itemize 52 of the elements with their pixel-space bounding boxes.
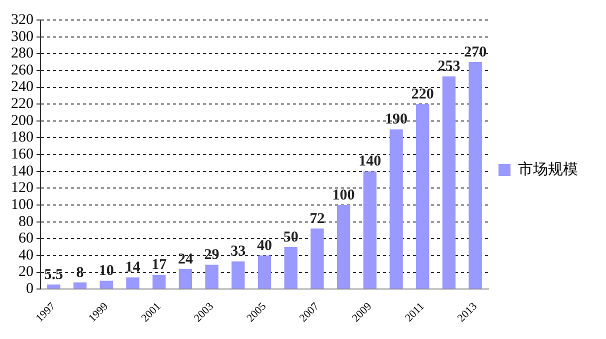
bar [152,274,166,289]
bar [416,104,430,289]
y-tick-label: 80 [18,214,34,230]
data-label: 40 [257,238,272,254]
y-tick-label: 300 [11,28,34,45]
bar [468,62,482,289]
y-tick-label: 240 [11,79,34,96]
bar [100,280,113,289]
bar [310,228,324,289]
y-tick-label: 20 [18,264,34,280]
data-label: 220 [411,86,434,102]
data-label: 140 [358,154,382,170]
y-tick-label: 220 [11,96,34,112]
data-label: 10 [98,263,114,280]
y-tick-label: 60 [18,230,34,247]
data-label: 253 [438,58,460,75]
bar [284,247,298,289]
bar [73,282,87,289]
y-tick-label: 0 [26,281,34,298]
data-label: 270 [464,44,487,60]
y-tick-label: 280 [11,46,34,62]
data-label: 100 [332,187,355,204]
y-tick-label: 100 [11,196,34,213]
y-tick-label: 260 [11,62,34,78]
bar [336,205,350,289]
bar [47,284,60,289]
data-label: 29 [204,247,220,264]
data-label: 17 [152,257,168,274]
bar [205,264,218,289]
y-tick-label: 200 [11,112,34,129]
bar [390,129,403,289]
bar [442,76,456,289]
legend-label: 市场规模 [518,160,578,178]
y-tick-label: 40 [18,247,34,264]
data-label: 24 [178,251,194,268]
data-label: 33 [230,244,246,260]
y-tick-label: 140 [11,163,34,180]
y-tick-label: 320 [11,12,34,28]
data-label: 190 [385,112,408,128]
bar [178,268,192,289]
y-tick-label: 180 [11,130,34,146]
y-tick-label: 160 [11,146,34,162]
data-label: 5.5 [44,266,64,283]
bar [232,261,245,289]
y-tick-label: 120 [11,180,34,196]
data-label: 14 [125,260,141,276]
bar [258,255,272,289]
data-label: 8 [76,264,84,281]
data-label: 72 [310,210,325,227]
bar [126,277,140,289]
data-label: 50 [283,229,298,246]
bar [363,171,376,289]
